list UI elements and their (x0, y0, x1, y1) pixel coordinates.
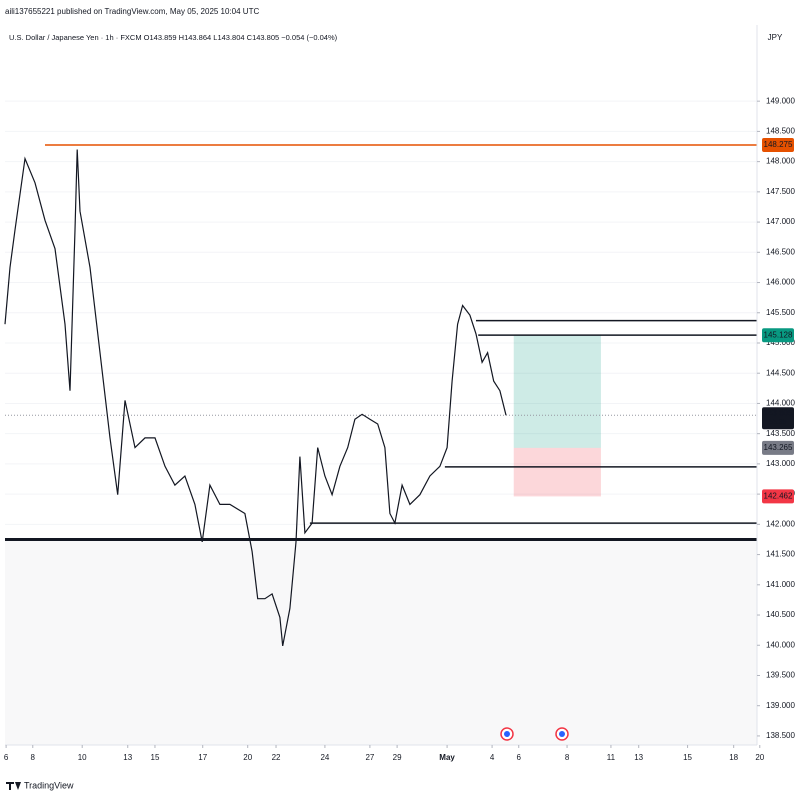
y-tick-label: 148.500 (766, 127, 795, 136)
x-tick-label: 11 (607, 753, 616, 762)
y-tick-label: 147.500 (766, 187, 795, 196)
symbol-legend: U.S. Dollar / Japanese Yen · 1h · FXCM O… (9, 33, 338, 42)
brand-name: TradingView (24, 780, 74, 790)
x-tick-label: May (439, 753, 455, 762)
y-tick-label: 141.000 (766, 580, 795, 589)
current-price-label-bg (762, 407, 794, 430)
event-icons (500, 727, 569, 741)
position-label-bg (762, 328, 794, 343)
price-line (4, 149, 507, 647)
y-tick-label: 146.500 (766, 247, 795, 256)
x-tick-label: 4 (490, 753, 495, 762)
x-tick-label: 29 (393, 753, 402, 762)
current-price-label: 143.805 (764, 408, 793, 417)
y-tick-label: 139.500 (766, 671, 795, 680)
position-label: 145.128 (764, 330, 793, 339)
y-tick-label: 148.000 (766, 157, 795, 166)
y-tick-label: 149.000 (766, 96, 795, 105)
x-tick-label: 6 (4, 753, 9, 762)
x-tick-label: 18 (729, 753, 738, 762)
y-tick-label: 147.000 (766, 217, 795, 226)
y-tick-label: 138.500 (766, 731, 795, 740)
x-tick-label: 8 (31, 753, 36, 762)
level-label: 148.275 (764, 140, 793, 149)
x-tick-label: 10 (78, 753, 87, 762)
x-tick-label: 13 (123, 753, 132, 762)
y-tick-label: 145.500 (766, 308, 795, 317)
y-tick-label: 144.500 (766, 368, 795, 377)
y-tick-label: 141.500 (766, 550, 795, 559)
x-tick-label: 24 (320, 753, 329, 762)
x-tick-label: 17 (198, 753, 207, 762)
y-tick-label: 146.000 (766, 278, 795, 287)
target-zone (513, 335, 601, 448)
position-label-bg (762, 440, 794, 455)
x-tick-label: 8 (565, 753, 570, 762)
x-tick-label: 15 (683, 753, 692, 762)
currency-label: JPY (768, 33, 783, 42)
brand-logo (6, 782, 21, 790)
y-tick-label: 145.000 (766, 338, 795, 347)
event-flag (504, 731, 510, 737)
level-label-bg (762, 138, 794, 152)
plot (4, 100, 757, 745)
x-tick-label: 27 (365, 753, 374, 762)
y-tick-label: 140.500 (766, 610, 795, 619)
x-tick-label: 6 (517, 753, 522, 762)
published-note: aili137655221 published on TradingView.c… (5, 7, 259, 16)
y-tick-label: 144.000 (766, 399, 795, 408)
x-tick-label: 13 (634, 753, 643, 762)
position-label: 142.462 (764, 492, 793, 501)
y-tick-label: 139.000 (766, 701, 795, 710)
y-tick-label: 143.000 (766, 459, 795, 468)
y-tick-label: 143.500 (766, 429, 795, 438)
countdown-label: 55:35 (769, 419, 787, 426)
zone-below (5, 539, 757, 745)
event-flag (559, 731, 565, 737)
y-tick-label: 140.000 (766, 640, 795, 649)
position-label: 143.265 (764, 443, 793, 452)
x-tick-label: 15 (151, 753, 160, 762)
x-tick-label: 22 (272, 753, 281, 762)
position-label-bg (762, 489, 794, 504)
stop-zone (513, 447, 601, 497)
y-tick-label: 142.000 (766, 519, 795, 528)
x-tick-label: 20 (243, 753, 252, 762)
x-tick-label: 20 (755, 753, 764, 762)
